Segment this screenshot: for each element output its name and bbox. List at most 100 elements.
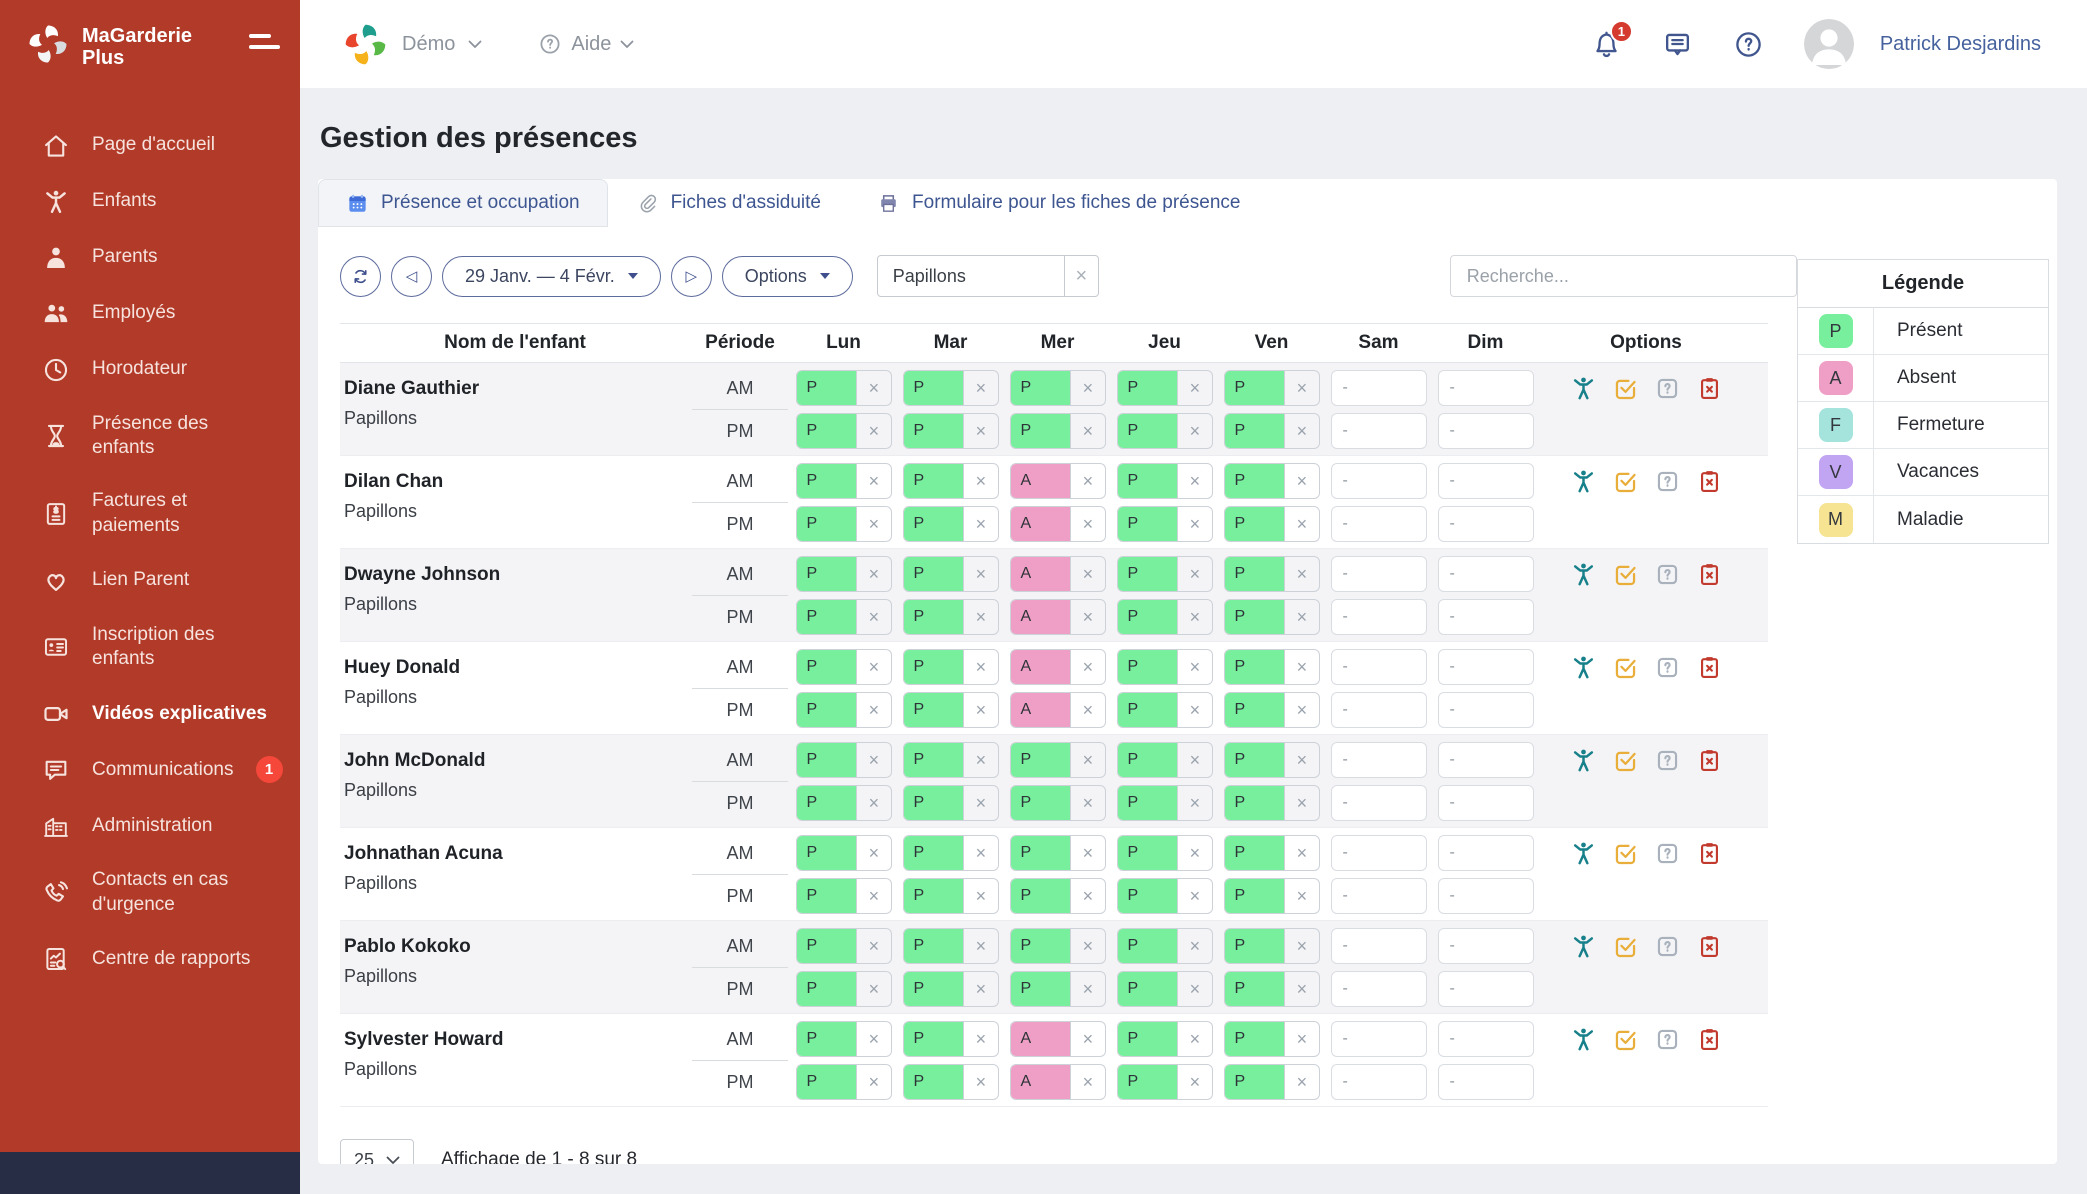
clear-status-icon[interactable]: × xyxy=(1177,414,1211,448)
status-value[interactable]: P xyxy=(1118,836,1178,870)
status-value[interactable]: P xyxy=(1118,371,1178,405)
status-value[interactable]: P xyxy=(904,1065,964,1099)
unknown-status-icon[interactable] xyxy=(1654,468,1681,495)
clear-status-icon[interactable]: × xyxy=(1177,1022,1211,1056)
clear-status-icon[interactable]: × xyxy=(963,650,997,684)
attendance-cell-empty-dim-pm[interactable]: - xyxy=(1438,785,1534,821)
clear-status-icon[interactable]: × xyxy=(1284,836,1318,870)
unknown-status-icon[interactable] xyxy=(1654,375,1681,402)
status-value[interactable]: P xyxy=(1118,1065,1178,1099)
attendance-cell-empty-dim-am[interactable]: - xyxy=(1438,835,1534,871)
tab-fiches-d-assiduite[interactable]: Fiches d'assiduité xyxy=(608,179,849,227)
clear-status-icon[interactable]: × xyxy=(856,786,890,820)
status-value[interactable]: P xyxy=(1118,693,1178,727)
clear-status-icon[interactable]: × xyxy=(963,786,997,820)
remove-attendance-icon[interactable] xyxy=(1696,747,1723,774)
clear-status-icon[interactable]: × xyxy=(1177,743,1211,777)
clear-status-icon[interactable]: × xyxy=(1177,786,1211,820)
sidebar-item-employes[interactable]: Employés xyxy=(0,286,300,342)
attendance-cell-empty-sam-am[interactable]: - xyxy=(1331,556,1427,592)
status-value[interactable]: P xyxy=(797,743,857,777)
status-value[interactable]: P xyxy=(904,650,964,684)
previous-week-button[interactable]: ◁ xyxy=(391,256,432,297)
sidebar-item-enfants[interactable]: Enfants xyxy=(0,174,300,230)
status-value[interactable]: P xyxy=(904,414,964,448)
org-menu[interactable]: Démo xyxy=(342,21,482,68)
remove-attendance-icon[interactable] xyxy=(1696,375,1723,402)
confirm-attendance-icon[interactable] xyxy=(1612,933,1639,960)
clear-status-icon[interactable]: × xyxy=(1070,1022,1104,1056)
clear-status-icon[interactable]: × xyxy=(1177,693,1211,727)
clear-status-icon[interactable]: × xyxy=(1070,693,1104,727)
status-value[interactable]: P xyxy=(1225,414,1285,448)
status-value[interactable]: P xyxy=(1011,743,1071,777)
clear-status-icon[interactable]: × xyxy=(963,879,997,913)
user-name[interactable]: Patrick Desjardins xyxy=(1880,33,2041,56)
status-value[interactable]: A xyxy=(1011,464,1071,498)
clear-status-icon[interactable]: × xyxy=(1284,1022,1318,1056)
remove-attendance-icon[interactable] xyxy=(1696,468,1723,495)
unknown-status-icon[interactable] xyxy=(1654,654,1681,681)
status-value[interactable]: P xyxy=(1011,929,1071,963)
clear-status-icon[interactable]: × xyxy=(1284,414,1318,448)
child-profile-icon[interactable] xyxy=(1570,375,1597,402)
status-value[interactable]: P xyxy=(797,507,857,541)
attendance-cell-empty-dim-pm[interactable]: - xyxy=(1438,1064,1534,1100)
status-value[interactable]: A xyxy=(1011,557,1071,591)
confirm-attendance-icon[interactable] xyxy=(1612,654,1639,681)
attendance-cell-empty-dim-am[interactable]: - xyxy=(1438,649,1534,685)
messages-button[interactable] xyxy=(1662,29,1693,60)
attendance-cell-empty-dim-am[interactable]: - xyxy=(1438,1021,1534,1057)
clear-status-icon[interactable]: × xyxy=(1070,600,1104,634)
help-button[interactable] xyxy=(1733,29,1764,60)
status-value[interactable]: P xyxy=(904,743,964,777)
clear-status-icon[interactable]: × xyxy=(963,464,997,498)
attendance-cell-empty-sam-pm[interactable]: - xyxy=(1331,599,1427,635)
clear-status-icon[interactable]: × xyxy=(1284,786,1318,820)
status-value[interactable]: P xyxy=(904,972,964,1006)
status-value[interactable]: P xyxy=(1118,879,1178,913)
status-value[interactable]: P xyxy=(1118,786,1178,820)
status-value[interactable]: P xyxy=(904,929,964,963)
clear-status-icon[interactable]: × xyxy=(1177,972,1211,1006)
clear-status-icon[interactable]: × xyxy=(1070,972,1104,1006)
tab-formulaire-pour-les-fiches-de-presence[interactable]: Formulaire pour les fiches de présence xyxy=(849,179,1268,227)
clear-status-icon[interactable]: × xyxy=(963,557,997,591)
avatar[interactable] xyxy=(1804,19,1854,69)
attendance-cell-empty-sam-pm[interactable]: - xyxy=(1331,878,1427,914)
child-profile-icon[interactable] xyxy=(1570,1026,1597,1053)
clear-status-icon[interactable]: × xyxy=(1284,1065,1318,1099)
status-value[interactable]: P xyxy=(1225,743,1285,777)
status-value[interactable]: P xyxy=(1011,371,1071,405)
sidebar-item-horodateur[interactable]: Horodateur xyxy=(0,342,300,398)
unknown-status-icon[interactable] xyxy=(1654,840,1681,867)
clear-status-icon[interactable]: × xyxy=(1284,972,1318,1006)
attendance-cell-empty-dim-pm[interactable]: - xyxy=(1438,413,1534,449)
clear-status-icon[interactable]: × xyxy=(1284,743,1318,777)
sidebar-item-videos-explicatives[interactable]: Vidéos explicatives xyxy=(0,686,300,742)
clear-status-icon[interactable]: × xyxy=(1070,929,1104,963)
clear-status-icon[interactable]: × xyxy=(1177,600,1211,634)
child-profile-icon[interactable] xyxy=(1570,654,1597,681)
sidebar-item-factures-et-paiements[interactable]: Factures et paiements xyxy=(0,475,300,552)
status-value[interactable]: P xyxy=(797,972,857,1006)
remove-attendance-icon[interactable] xyxy=(1696,840,1723,867)
child-profile-icon[interactable] xyxy=(1570,840,1597,867)
clear-status-icon[interactable]: × xyxy=(856,929,890,963)
clear-status-icon[interactable]: × xyxy=(1284,929,1318,963)
sidebar-toggle-icon[interactable] xyxy=(249,22,280,49)
status-value[interactable]: P xyxy=(1118,650,1178,684)
status-value[interactable]: P xyxy=(904,879,964,913)
status-value[interactable]: P xyxy=(1225,836,1285,870)
status-value[interactable]: P xyxy=(797,1022,857,1056)
attendance-cell-empty-dim-pm[interactable]: - xyxy=(1438,506,1534,542)
sidebar-item-communications[interactable]: Communications1 xyxy=(0,742,300,798)
clear-status-icon[interactable]: × xyxy=(963,507,997,541)
sidebar-item-parents[interactable]: Parents xyxy=(0,230,300,286)
status-value[interactable]: P xyxy=(1118,600,1178,634)
attendance-cell-empty-dim-pm[interactable]: - xyxy=(1438,971,1534,1007)
clear-status-icon[interactable]: × xyxy=(1284,650,1318,684)
clear-status-icon[interactable]: × xyxy=(963,371,997,405)
confirm-attendance-icon[interactable] xyxy=(1612,840,1639,867)
clear-status-icon[interactable]: × xyxy=(1284,371,1318,405)
